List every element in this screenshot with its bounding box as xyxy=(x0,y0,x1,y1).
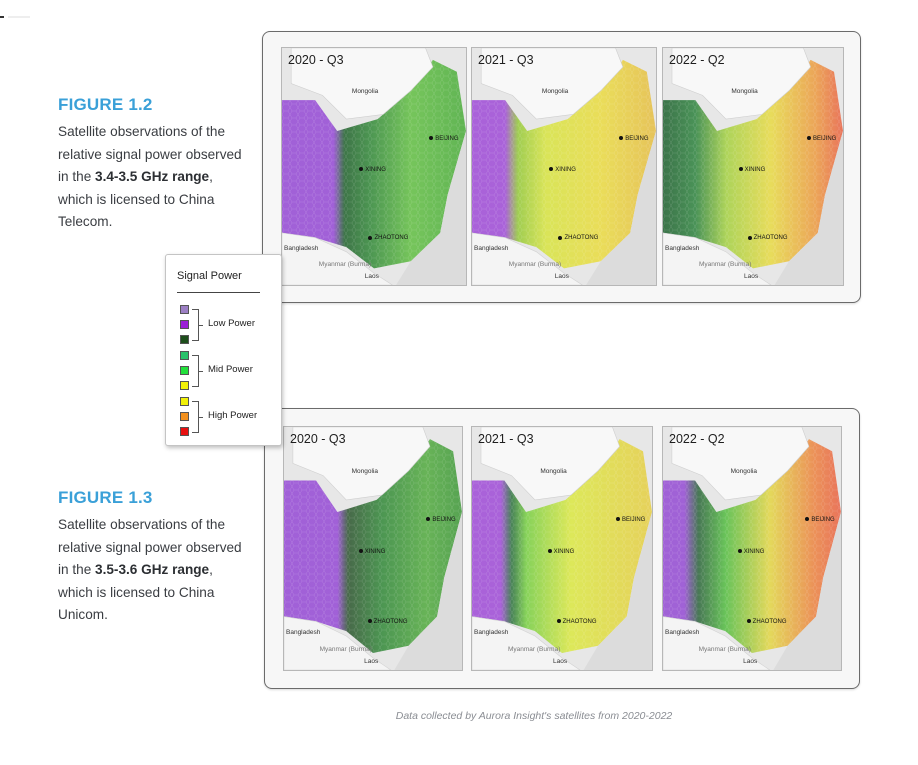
map-label-laos: Laos xyxy=(554,273,569,281)
map-label-bangladesh: Bangladesh xyxy=(284,244,319,252)
legend-swatch xyxy=(180,335,189,344)
map-period-title: 2021 - Q3 xyxy=(478,432,534,446)
figure-title: FIGURE 1.2 xyxy=(58,95,153,114)
map-label-myanmar: Myanmar (Burma) xyxy=(698,645,751,653)
map-city-zhaotong: ZHAOTONG xyxy=(368,235,408,241)
map-city-beijing: BEIJING xyxy=(616,517,645,523)
map-label-myanmar: Myanmar (Burma) xyxy=(508,261,562,269)
map-city-zhaotong: ZHAOTONG xyxy=(557,619,597,625)
figure-title: FIGURE 1.3 xyxy=(58,488,153,507)
signal-map-2022-q2: 2022 - Q2 Mongolia BEIJING XINING ZHAOTONG B… xyxy=(662,47,844,286)
map-city-xining: XINING xyxy=(549,167,576,173)
heat-map-graphic xyxy=(284,427,462,670)
description-text: Satellite observations of the relative s… xyxy=(58,124,242,185)
map-label-bangladesh: Bangladesh xyxy=(474,628,509,636)
map-label-bangladesh: Bangladesh xyxy=(665,628,700,636)
legend-swatch xyxy=(180,366,189,375)
legend-group-label: High Power xyxy=(208,410,258,421)
map-label-bangladesh: Bangladesh xyxy=(286,628,321,636)
heat-map-graphic xyxy=(282,48,466,285)
map-label-laos: Laos xyxy=(553,657,568,665)
map-period-title: 2022 - Q2 xyxy=(669,53,725,67)
map-label-myanmar: Myanmar (Burma) xyxy=(319,645,372,653)
figure-1-2-map-panel: 2020 - Q3 Mongolia BEIJING XINING ZHAOTONG B… xyxy=(262,31,861,303)
signal-map-2021-q3: 2021 - Q3 Mongolia BEIJING XINING ZHAOTONG B… xyxy=(471,47,657,286)
description-text: Satellite observations of the relative s… xyxy=(58,517,242,578)
signal-map-2020-q3: 2020 - Q3 Mongolia BEIJING XINING ZHAOTONG B… xyxy=(281,47,467,286)
legend-bracket xyxy=(192,401,203,433)
data-source-note: Data collected by Aurora Insight's satel… xyxy=(395,710,673,722)
legend-swatch xyxy=(180,412,189,421)
signal-map-2021-q3: 2021 - Q3 Mongolia BEIJING XINING ZHAOTONG B… xyxy=(471,426,653,671)
figure-1-3-map-panel: 2020 - Q3 Mongolia BEIJING XINING ZHAOTONG B… xyxy=(264,408,860,689)
corner-mark-light xyxy=(8,16,30,18)
map-city-beijing: BEIJING xyxy=(805,517,834,523)
map-label-mongolia: Mongolia xyxy=(540,468,567,476)
corner-mark xyxy=(0,16,4,18)
map-label-myanmar: Myanmar (Burma) xyxy=(508,645,561,653)
figure-1-3-caption: FIGURE 1.3 Satellite observations of the… xyxy=(58,488,248,627)
map-city-zhaotong: ZHAOTONG xyxy=(748,235,788,241)
figure-1-2-caption: FIGURE 1.2 Satellite observations of the… xyxy=(58,95,248,234)
heat-map-graphic xyxy=(472,48,656,285)
map-city-xining: XINING xyxy=(739,167,766,173)
signal-power-legend: Signal Power Low Power Mid Power High Powe… xyxy=(165,254,282,446)
map-city-xining: XINING xyxy=(738,549,765,555)
map-city-beijing: BEIJING xyxy=(807,136,836,142)
map-label-myanmar: Myanmar (Burma) xyxy=(318,261,372,269)
map-label-bangladesh: Bangladesh xyxy=(474,244,509,252)
signal-map-2022-q2: 2022 - Q2 Mongolia BEIJING XINING ZHAOTONG B… xyxy=(662,426,842,671)
legend-swatch xyxy=(180,381,189,390)
legend-group-label: Low Power xyxy=(208,318,255,329)
map-city-beijing: BEIJING xyxy=(426,517,455,523)
signal-map-2020-q3: 2020 - Q3 Mongolia BEIJING XINING ZHAOTONG B… xyxy=(283,426,463,671)
legend-swatch xyxy=(180,351,189,360)
figure-description: Satellite observations of the relative s… xyxy=(58,514,248,627)
map-city-xining: XINING xyxy=(359,549,386,555)
map-city-beijing: BEIJING xyxy=(429,136,458,142)
frequency-range: 3.5-3.6 GHz range xyxy=(95,562,210,578)
map-period-title: 2020 - Q3 xyxy=(288,53,344,67)
map-city-zhaotong: ZHAOTONG xyxy=(368,619,408,625)
map-label-laos: Laos xyxy=(744,273,759,281)
map-label-mongolia: Mongolia xyxy=(730,468,758,476)
map-label-laos: Laos xyxy=(364,657,379,665)
map-city-xining: XINING xyxy=(359,167,386,173)
map-city-zhaotong: ZHAOTONG xyxy=(558,235,598,241)
map-label-bangladesh: Bangladesh xyxy=(665,244,700,252)
map-period-title: 2021 - Q3 xyxy=(478,53,534,67)
legend-swatch xyxy=(180,305,189,314)
legend-bracket xyxy=(192,355,203,387)
heat-map-graphic xyxy=(663,427,841,670)
map-city-beijing: BEIJING xyxy=(619,136,648,142)
figure-description: Satellite observations of the relative s… xyxy=(58,121,248,234)
map-label-mongolia: Mongolia xyxy=(541,88,569,96)
description-text-end: , which is licensed to China Unicom. xyxy=(58,562,215,623)
map-label-laos: Laos xyxy=(364,273,379,281)
legend-group-label: Mid Power xyxy=(208,364,253,375)
map-period-title: 2020 - Q3 xyxy=(290,432,346,446)
map-label-myanmar: Myanmar (Burma) xyxy=(699,261,752,269)
legend-swatch xyxy=(180,320,189,329)
map-city-xining: XINING xyxy=(548,549,575,555)
map-label-mongolia: Mongolia xyxy=(731,88,758,96)
frequency-range: 3.4-3.5 GHz range xyxy=(95,169,210,185)
map-city-zhaotong: ZHAOTONG xyxy=(747,619,787,625)
map-label-mongolia: Mongolia xyxy=(351,88,379,96)
legend-swatch xyxy=(180,397,189,406)
legend-bracket xyxy=(192,309,203,341)
legend-divider xyxy=(177,292,260,293)
map-period-title: 2022 - Q2 xyxy=(669,432,725,446)
legend-title: Signal Power xyxy=(177,270,242,282)
description-text-end: , which is licensed to China Telecom. xyxy=(58,169,215,230)
legend-swatch xyxy=(180,427,189,436)
map-label-mongolia: Mongolia xyxy=(351,468,379,476)
map-label-laos: Laos xyxy=(743,657,758,665)
